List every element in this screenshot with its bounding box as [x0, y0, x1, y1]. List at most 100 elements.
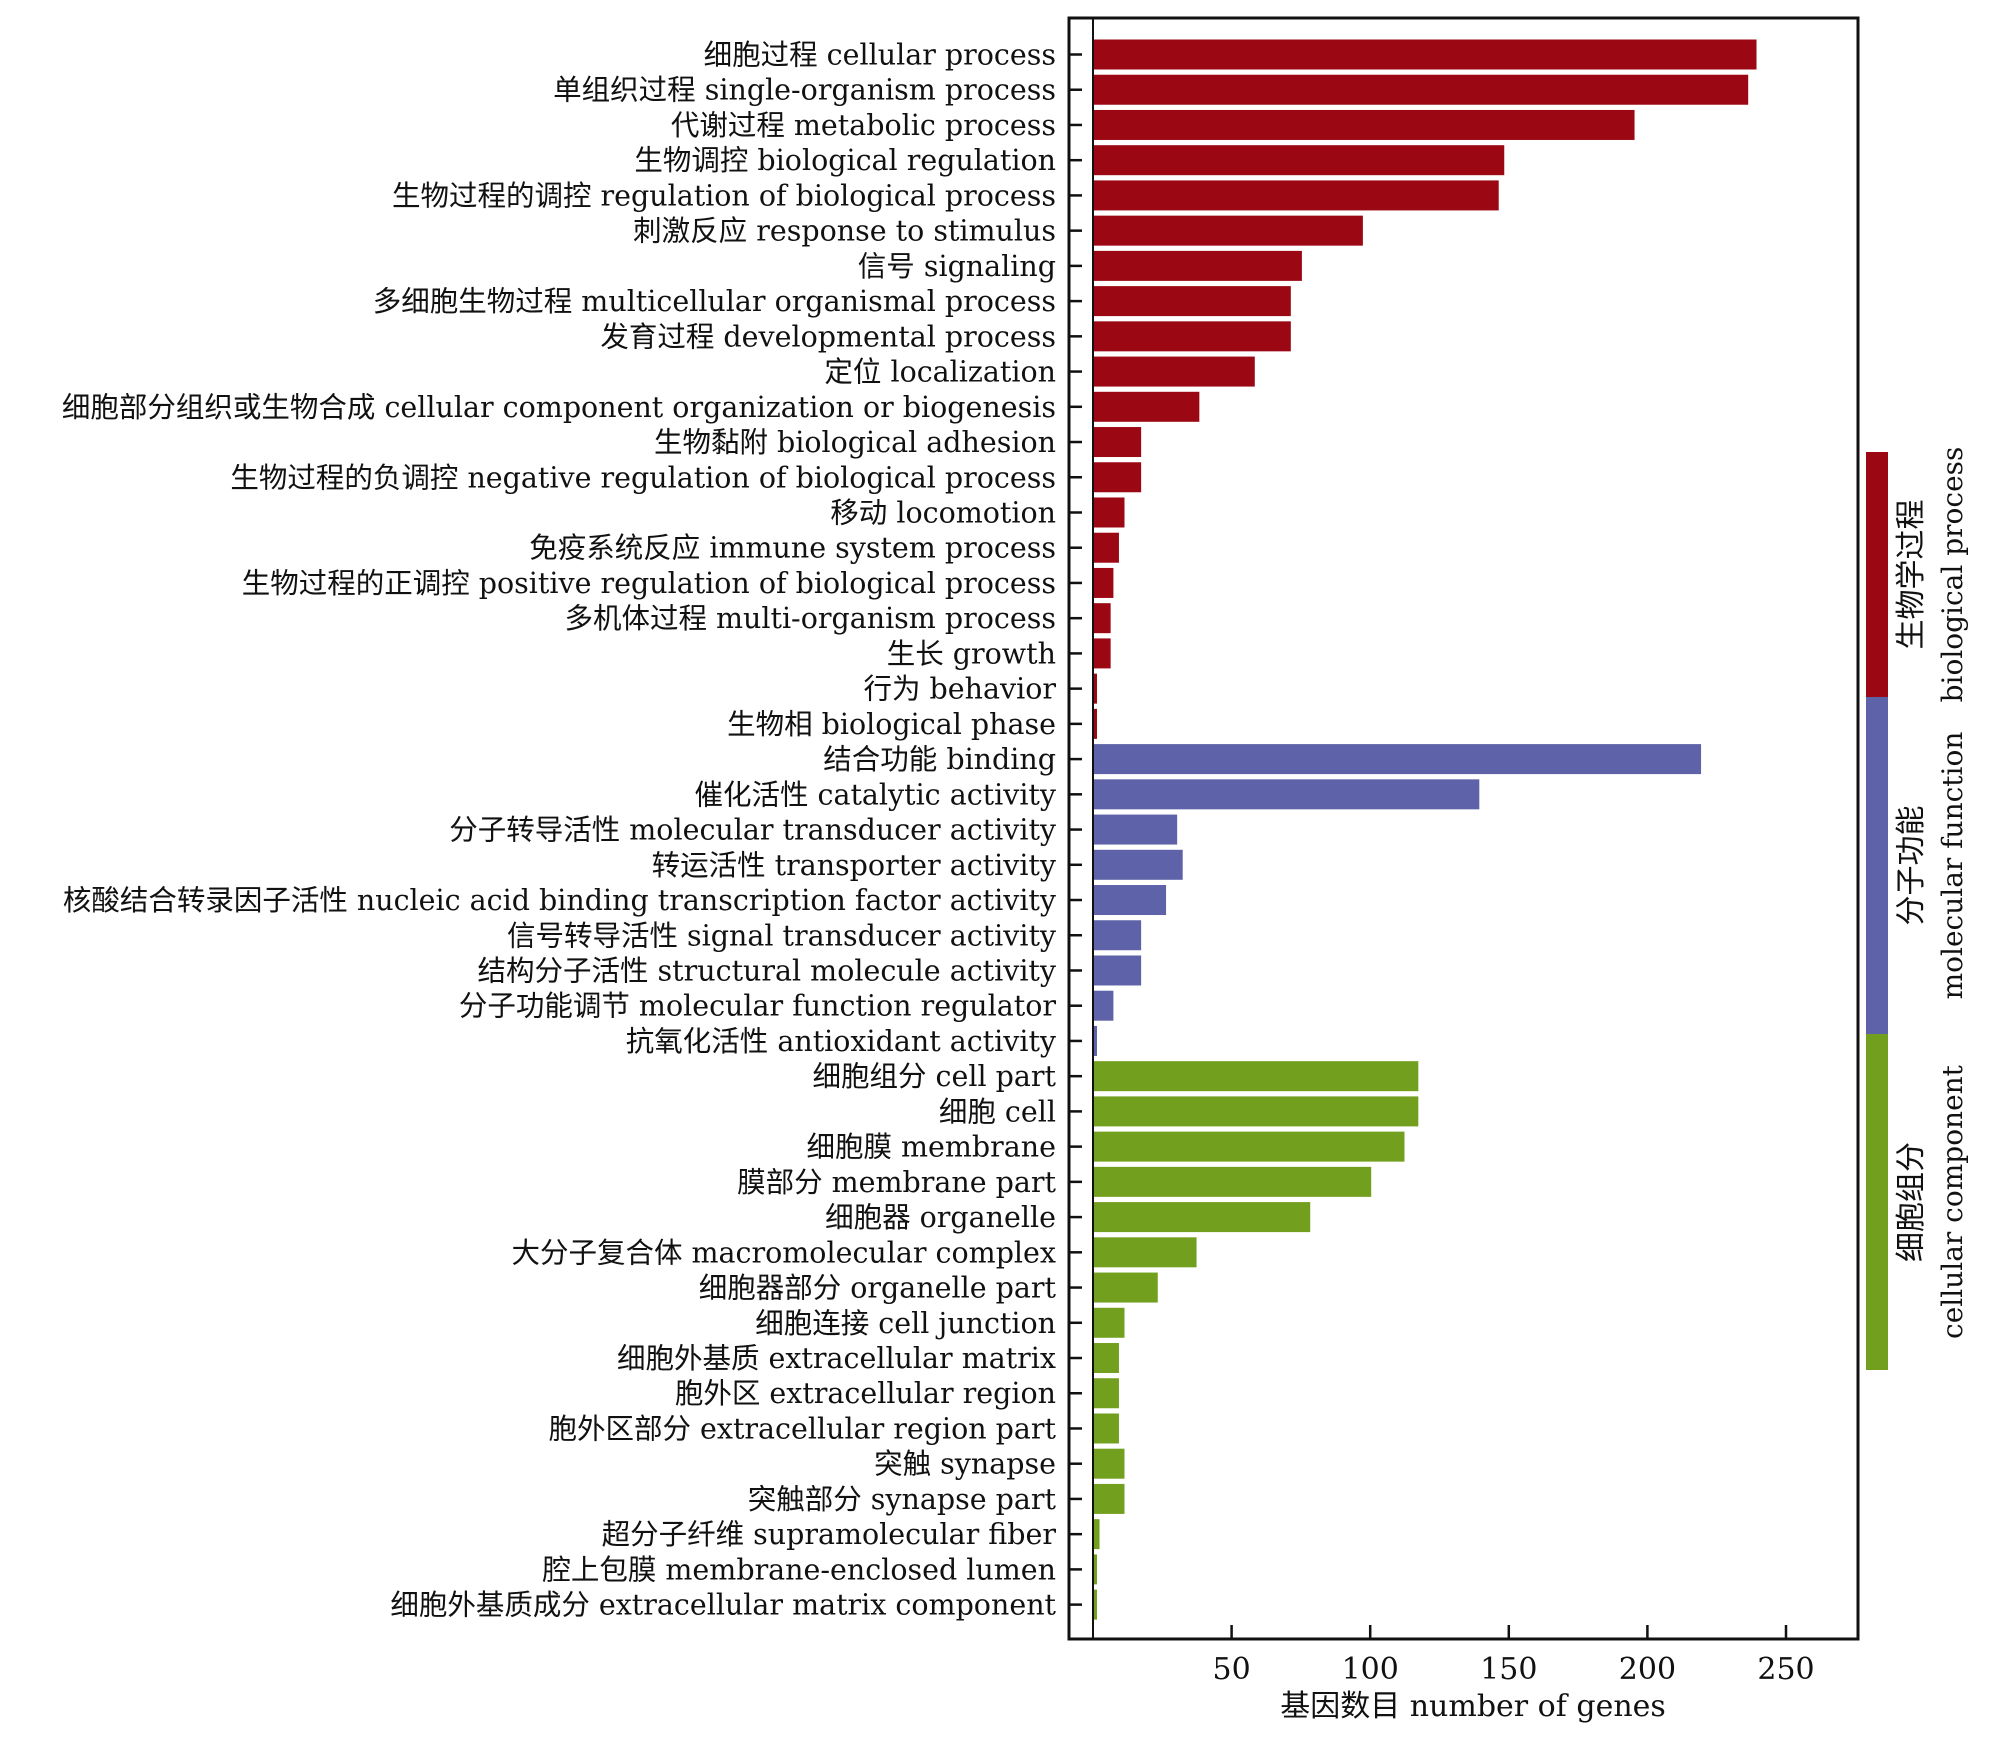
bar — [1094, 885, 1167, 916]
category-label: 转运活性 transporter activity — [652, 849, 1057, 882]
group-label-en: cellular component — [1936, 1064, 1969, 1339]
bar — [1094, 1554, 1097, 1585]
category-label: 细胞器 organelle — [825, 1201, 1056, 1234]
bar — [1094, 1307, 1125, 1338]
category-label: 细胞外基质 extracellular matrix — [617, 1342, 1056, 1375]
category-label: 催化活性 catalytic activity — [694, 778, 1056, 811]
bar — [1094, 356, 1255, 387]
bar — [1094, 1025, 1097, 1056]
bar — [1094, 920, 1142, 951]
bar — [1094, 532, 1119, 563]
category-label: 生物相 biological phase — [727, 708, 1056, 741]
bar — [1094, 39, 1757, 70]
category-label: 抗氧化活性 antioxidant activity — [626, 1025, 1057, 1058]
category-label: 分子转导活性 molecular transducer activity — [449, 814, 1057, 847]
category-label: 生物过程的负调控 negative regulation of biologic… — [230, 461, 1056, 494]
category-label: 细胞 cell — [939, 1095, 1056, 1128]
category-label: 分子功能调节 molecular function regulator — [459, 990, 1056, 1023]
category-label: 细胞部分组织或生物合成 cellular component organizat… — [62, 391, 1056, 424]
group-color-bar — [1866, 452, 1888, 697]
category-label: 生物过程的正调控 positive regulation of biologic… — [242, 567, 1056, 600]
bar — [1094, 673, 1097, 704]
category-label: 移动 locomotion — [830, 496, 1056, 529]
bar — [1094, 1202, 1311, 1233]
bar — [1094, 427, 1142, 458]
group-color-bar — [1866, 697, 1888, 1034]
bar — [1094, 1131, 1405, 1162]
bar — [1094, 74, 1749, 105]
group-legend: 生物学过程 biological process 分子功能 molecular fun… — [1866, 447, 1969, 1370]
category-label: 胞外区 extracellular region — [675, 1377, 1056, 1410]
bar — [1094, 567, 1114, 598]
category-label: 细胞器部分 organelle part — [699, 1272, 1057, 1305]
bar — [1094, 462, 1142, 493]
category-label: 细胞组分 cell part — [813, 1060, 1057, 1093]
category-label: 免疫系统反应 immune system process — [529, 532, 1056, 565]
category-label: 细胞过程 cellular process — [704, 39, 1056, 72]
category-label: 生物过程的调控 regulation of biological process — [392, 179, 1056, 212]
bar — [1094, 109, 1635, 140]
bar — [1094, 286, 1291, 317]
bar — [1094, 180, 1499, 211]
category-label: 信号转导活性 signal transducer activity — [507, 919, 1057, 952]
group-label-cn: 分子功能 — [1894, 806, 1929, 926]
bar — [1094, 1413, 1119, 1444]
category-label: 大分子复合体 macromolecular complex — [511, 1236, 1056, 1269]
bar — [1094, 1096, 1419, 1127]
bar — [1094, 1166, 1372, 1197]
category-label: 结构分子活性 structural molecule activity — [478, 954, 1057, 987]
bars — [1094, 39, 1757, 1620]
x-tick-label: 50 — [1213, 1652, 1251, 1687]
bar — [1094, 1343, 1119, 1374]
x-tick-label: 200 — [1619, 1652, 1676, 1687]
bar — [1094, 145, 1505, 176]
category-label: 生物黏附 biological adhesion — [654, 426, 1056, 459]
category-label: 多机体过程 multi-organism process — [564, 602, 1056, 635]
category-label: 行为 behavior — [863, 673, 1056, 706]
group-label-en: biological process — [1936, 447, 1969, 703]
bar — [1094, 1448, 1125, 1479]
x-tick-label: 100 — [1342, 1652, 1399, 1687]
bar — [1094, 849, 1183, 880]
bar — [1094, 1519, 1100, 1550]
bar — [1094, 603, 1111, 634]
group-label-cn: 生物学过程 — [1894, 500, 1929, 650]
bar — [1094, 1589, 1097, 1620]
category-label: 超分子纤维 supramolecular fiber — [602, 1518, 1057, 1551]
category-label: 代谢过程 metabolic process — [671, 109, 1056, 142]
category-label: 突触 synapse — [874, 1448, 1056, 1481]
bar — [1094, 1378, 1119, 1409]
category-label: 细胞连接 cell junction — [755, 1307, 1056, 1340]
bar — [1094, 497, 1125, 528]
category-label: 刺激反应 response to stimulus — [633, 215, 1056, 248]
bar — [1094, 1237, 1197, 1268]
bar — [1094, 708, 1097, 739]
category-label: 细胞外基质成分 extracellular matrix component — [390, 1589, 1056, 1622]
bar — [1094, 638, 1111, 669]
group-label-en: molecular function — [1936, 732, 1969, 1000]
x-axis: 50 100 150 200 250 — [1213, 1625, 1815, 1687]
category-label: 核酸结合转录因子活性 nucleic acid binding transcri… — [63, 884, 1057, 917]
bar — [1094, 1061, 1419, 1092]
bar — [1094, 1272, 1158, 1303]
group-color-bar — [1866, 1034, 1888, 1370]
group-label-cn: 细胞组分 — [1894, 1142, 1929, 1262]
category-label: 膜部分 membrane part — [737, 1166, 1056, 1199]
category-label: 生长 growth — [887, 637, 1056, 670]
category-label: 信号 signaling — [858, 250, 1056, 283]
bar — [1094, 990, 1114, 1021]
category-label: 结合功能 binding — [823, 743, 1056, 776]
category-label: 腔上包膜 membrane-enclosed lumen — [542, 1553, 1056, 1586]
category-label: 定位 localization — [824, 356, 1056, 389]
bar — [1094, 1483, 1125, 1514]
category-label: 发育过程 developmental process — [600, 320, 1056, 353]
category-label: 单组织过程 single-organism process — [553, 74, 1056, 107]
bar — [1094, 215, 1363, 246]
category-label: 胞外区部分 extracellular region part — [548, 1412, 1056, 1445]
category-label: 多细胞生物过程 multicellular organismal process — [373, 285, 1056, 318]
category-label: 生物调控 biological regulation — [634, 144, 1056, 177]
bar — [1094, 391, 1200, 422]
category-label: 细胞膜 membrane — [806, 1131, 1056, 1164]
